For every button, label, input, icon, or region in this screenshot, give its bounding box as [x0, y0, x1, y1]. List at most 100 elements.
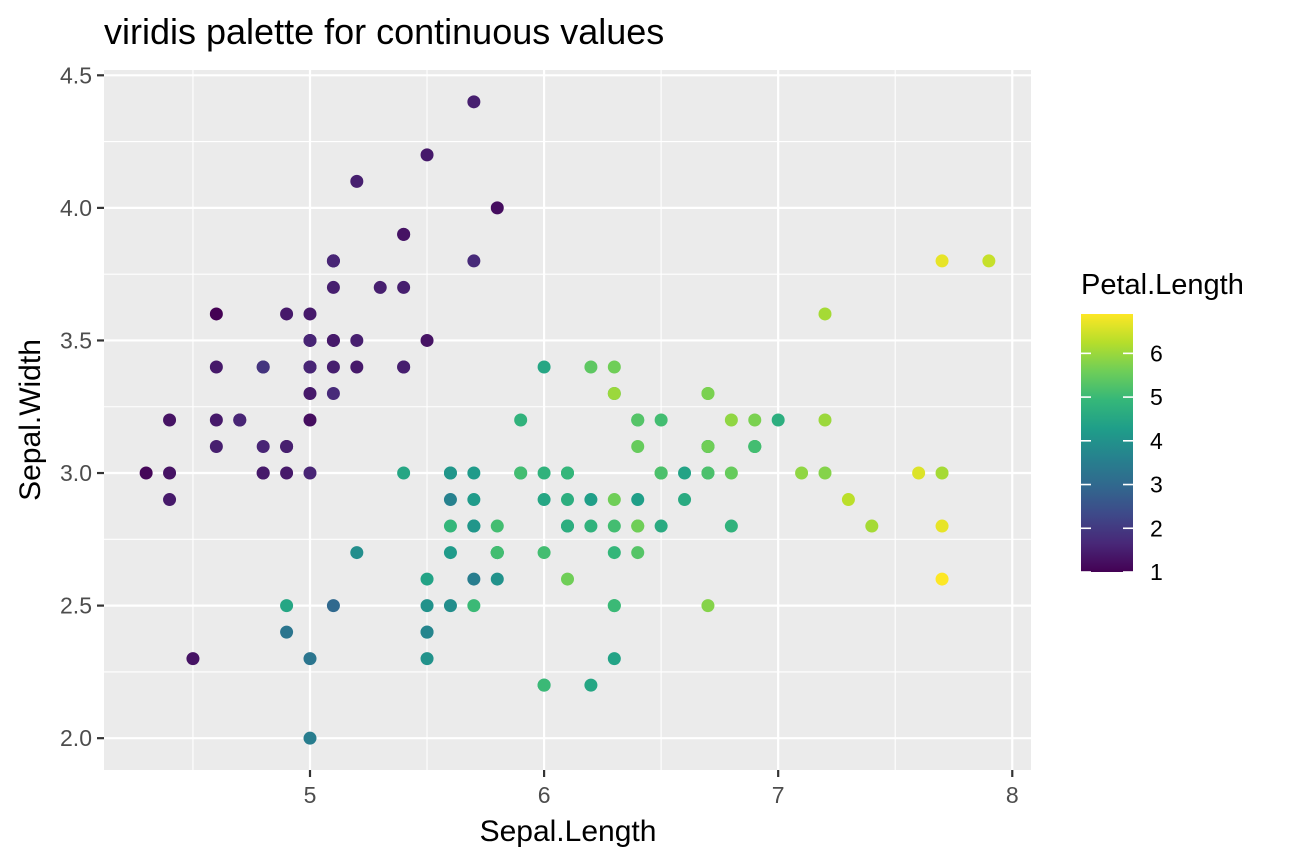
data-point	[467, 95, 481, 109]
data-point	[397, 227, 411, 241]
data-point	[443, 466, 457, 480]
data-point	[607, 546, 621, 560]
data-point	[303, 360, 317, 374]
data-point	[280, 599, 294, 613]
y-tick-label: 3.5	[60, 327, 92, 353]
data-point	[678, 493, 692, 507]
data-point	[537, 546, 551, 560]
legend-label: 6	[1150, 340, 1163, 366]
data-point	[350, 360, 364, 374]
data-point	[607, 386, 621, 400]
data-point	[303, 307, 317, 321]
data-point	[350, 546, 364, 560]
data-point	[420, 572, 434, 586]
data-point	[303, 466, 317, 480]
chart-title: viridis palette for continuous values	[104, 11, 664, 52]
data-point	[490, 546, 504, 560]
data-point	[350, 333, 364, 347]
data-point	[701, 466, 715, 480]
data-point	[724, 413, 738, 427]
data-point	[443, 493, 457, 507]
data-point	[443, 599, 457, 613]
data-point	[209, 307, 223, 321]
data-point	[490, 572, 504, 586]
data-point	[631, 413, 645, 427]
data-point	[748, 440, 762, 454]
data-point	[935, 572, 949, 586]
data-point	[584, 360, 598, 374]
data-point	[443, 519, 457, 533]
data-point	[467, 254, 481, 268]
data-point	[163, 493, 177, 507]
data-point	[607, 519, 621, 533]
data-point	[467, 599, 481, 613]
y-tick-label: 3.0	[60, 460, 92, 486]
x-tick-label: 8	[1006, 782, 1019, 808]
data-point	[303, 731, 317, 745]
data-point	[280, 440, 294, 454]
legend-label: 3	[1150, 472, 1163, 498]
legend-label: 5	[1150, 384, 1163, 410]
data-point	[631, 440, 645, 454]
data-point	[420, 148, 434, 162]
data-point	[654, 466, 668, 480]
data-point	[584, 678, 598, 692]
data-point	[397, 360, 411, 374]
data-point	[420, 333, 434, 347]
data-point	[280, 625, 294, 639]
data-point	[514, 413, 528, 427]
data-point	[490, 201, 504, 215]
y-tick-label: 4.5	[60, 62, 92, 88]
data-point	[607, 599, 621, 613]
data-point	[256, 440, 270, 454]
legend-label: 2	[1150, 515, 1163, 541]
data-point	[748, 413, 762, 427]
data-point	[654, 519, 668, 533]
data-point	[467, 519, 481, 533]
data-point	[982, 254, 996, 268]
x-tick-label: 5	[304, 782, 317, 808]
data-point	[561, 466, 574, 480]
data-point	[443, 546, 457, 560]
axis-ticks: 5 6 7 8 2.0 2.5 3.0 3.5 4.0 4.5	[60, 62, 1019, 808]
x-axis-title: Sepal.Length	[480, 815, 657, 848]
y-tick-label: 2.0	[60, 725, 92, 751]
data-point	[537, 493, 551, 507]
data-point	[326, 333, 340, 347]
data-point	[303, 333, 317, 347]
data-point	[256, 466, 270, 480]
data-point	[186, 652, 200, 666]
data-point	[326, 254, 340, 268]
data-point	[865, 519, 879, 533]
color-legend: Petal.Length 1 2 3 4 5 6	[1081, 269, 1244, 585]
data-point	[467, 466, 481, 480]
data-point	[795, 466, 809, 480]
data-point	[420, 652, 434, 666]
data-point	[841, 493, 855, 507]
data-point	[326, 360, 340, 374]
data-point	[724, 466, 738, 480]
y-tick-label: 2.5	[60, 593, 92, 619]
data-point	[771, 413, 785, 427]
data-point	[654, 413, 668, 427]
x-tick-label: 7	[772, 782, 785, 808]
y-axis-title: Sepal.Width	[14, 339, 47, 501]
data-point	[139, 466, 153, 480]
data-point	[303, 652, 317, 666]
y-tick-label: 4.0	[60, 195, 92, 221]
data-point	[631, 493, 645, 507]
data-point	[397, 466, 411, 480]
data-point	[701, 440, 715, 454]
data-point	[209, 413, 223, 427]
data-point	[397, 280, 411, 294]
data-point	[561, 519, 574, 533]
data-point	[326, 599, 340, 613]
data-point	[561, 493, 574, 507]
data-point	[256, 360, 270, 374]
data-point	[163, 413, 177, 427]
data-point	[912, 466, 926, 480]
data-point	[280, 466, 294, 480]
x-tick-label: 6	[538, 782, 551, 808]
data-point	[537, 360, 551, 374]
